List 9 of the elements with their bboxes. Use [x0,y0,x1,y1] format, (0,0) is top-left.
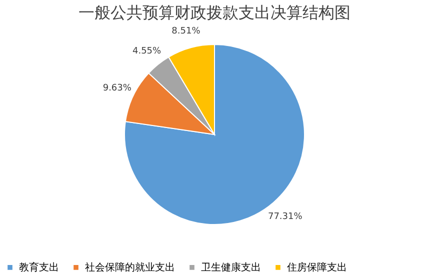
data-label: 8.51% [172,26,201,36]
data-label: 9.63% [102,84,132,94]
legend-label: 教育支出 [19,261,59,274]
chart-title: 一般公共预算财政拨款支出决算结构图 [78,3,350,22]
legend-label: 卫生健康支出 [201,261,261,274]
legend-label: 社会保障的就业支出 [85,261,175,274]
data-label: 77.31% [268,212,303,222]
data-label: 4.55% [132,46,162,56]
legend-label: 住房保障支出 [287,261,347,274]
